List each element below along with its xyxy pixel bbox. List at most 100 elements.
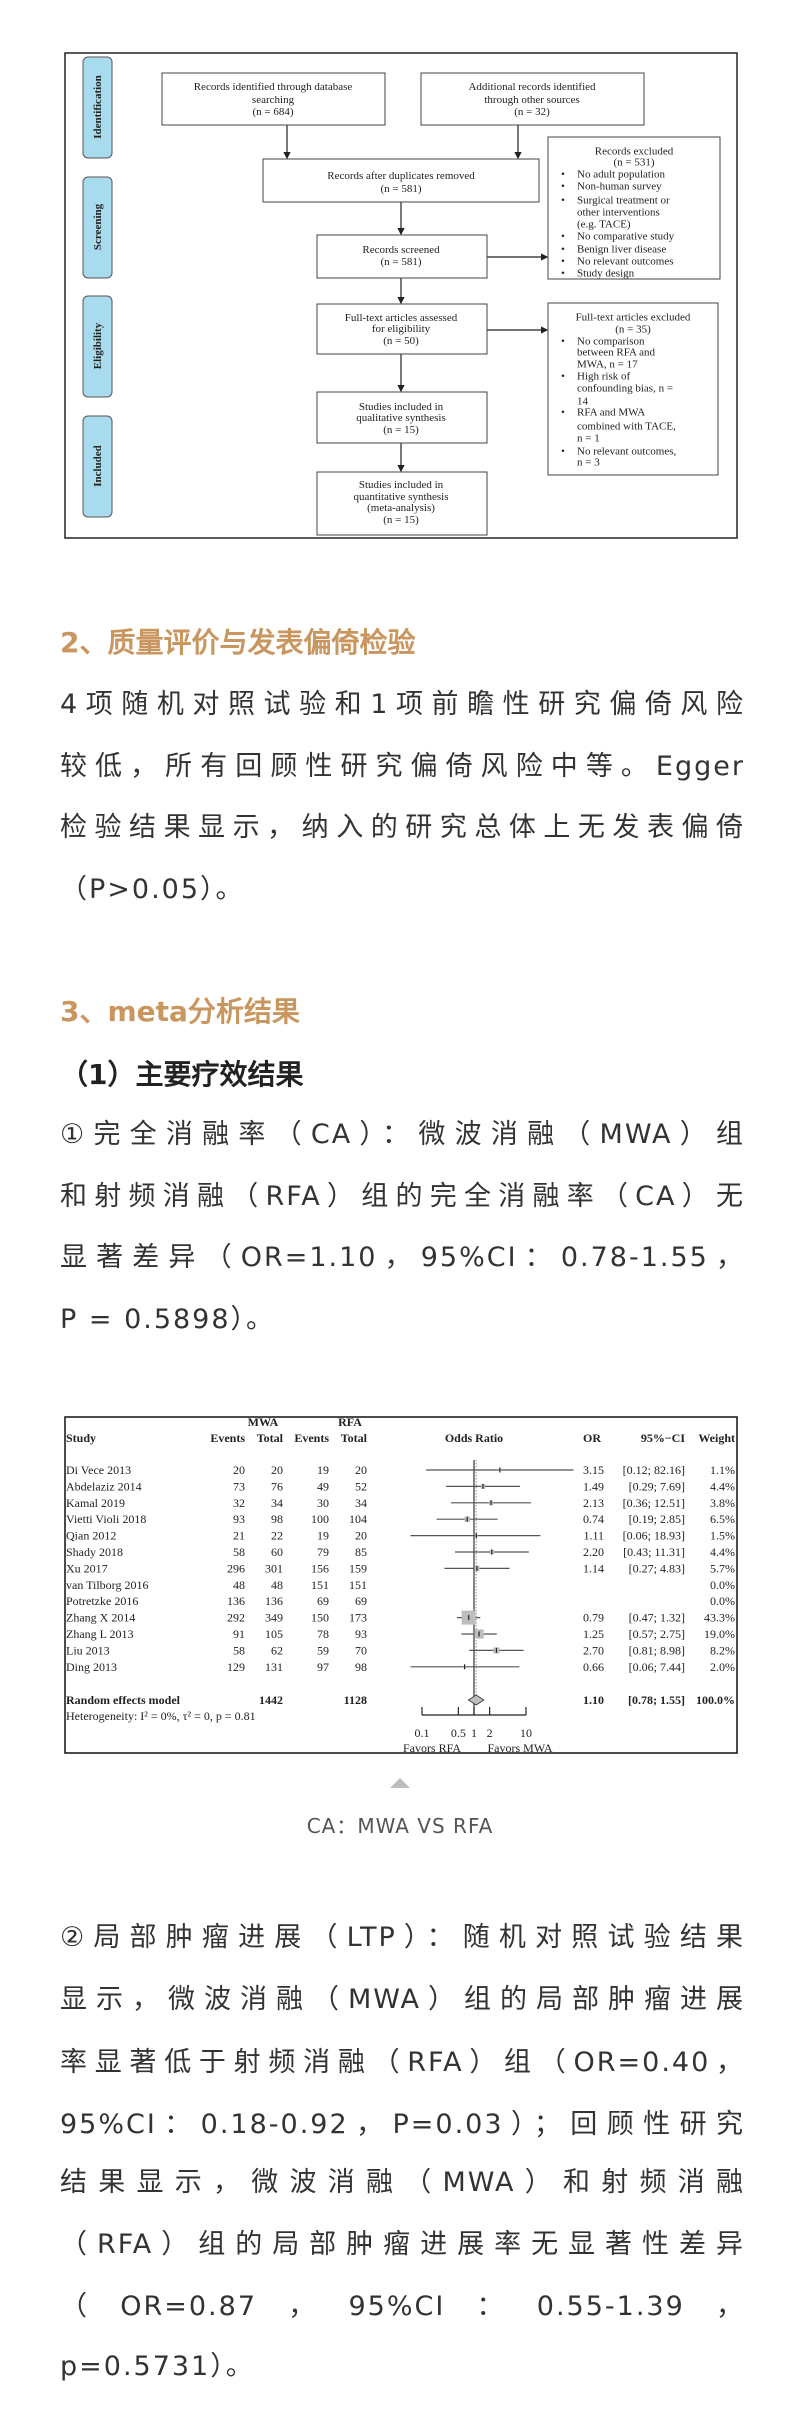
stage-label-included: Included [82, 415, 113, 518]
or-value: 2.13 [583, 1496, 604, 1510]
rfa-events: 151 [311, 1578, 329, 1592]
paragraph-line: P = 0.5898）。 [60, 1304, 276, 1335]
bullet-icon: • [561, 446, 565, 458]
exclusion-title: Records excluded [595, 146, 674, 158]
svg-text:Identification: Identification [92, 75, 104, 139]
column-header-events: Events [294, 1431, 329, 1445]
box-database-search: Records identified through database searc… [161, 72, 386, 126]
exclusion-reason: No relevant outcomes [577, 256, 674, 268]
heterogeneity-text: Heterogeneity: I² = 0%, τ² = 0, p = 0.81 [66, 1709, 256, 1723]
ci-value: [0.47; 1.32] [629, 1611, 685, 1625]
exclusion-reason: No comparative study [577, 231, 675, 243]
exclusion-reason: Study design [577, 268, 635, 280]
column-header-total: Total [341, 1431, 368, 1445]
bullet-icon: • [561, 371, 565, 383]
mwa-total: 62 [271, 1643, 283, 1657]
mwa-events: 48 [233, 1578, 245, 1592]
subheading-primary-outcome: （1）主要疗效结果 [60, 1058, 304, 1091]
mwa-total: 349 [265, 1611, 283, 1625]
prisma-flowchart: Identification Screening Eligibility Inc… [64, 52, 738, 539]
exclusion-reason: n = 1 [577, 433, 600, 445]
svg-text:Screening: Screening [92, 203, 104, 250]
weight-value: 19.0% [704, 1627, 735, 1641]
column-header-total: Total [257, 1431, 284, 1445]
mwa-events: 292 [227, 1611, 245, 1625]
column-header-study: Study [66, 1431, 96, 1445]
exclusion-reason: between RFA and [577, 347, 656, 359]
rfa-total: 151 [349, 1578, 367, 1592]
ci-value: [0.81; 8.98] [629, 1643, 685, 1657]
study-name: Zhang L 2013 [66, 1627, 134, 1641]
or-value: 0.74 [583, 1512, 604, 1526]
rfa-events: 100 [311, 1512, 329, 1526]
forest-plot: MWA RFA Study Events Total Events Total Odds Ra… [64, 1415, 738, 1755]
mwa-total: 301 [265, 1561, 283, 1575]
x-tick-label: 0.1 [415, 1726, 430, 1740]
or-value: 3.15 [583, 1463, 604, 1477]
study-name: Kamal 2019 [66, 1496, 125, 1510]
weight-value: 4.4% [710, 1479, 735, 1493]
exclusion-reason: Benign liver disease [577, 244, 666, 256]
exclusion-reason: (e.g. TACE) [577, 219, 631, 231]
ci-value: [0.27; 4.83] [629, 1561, 685, 1575]
box-records-excluded: Records excluded(n = 531) • No adult popul… [547, 136, 721, 280]
figure-caption: CA：MWA VS RFA [306, 1814, 494, 1838]
rfa-events: 156 [311, 1561, 329, 1575]
mwa-total: 105 [265, 1627, 283, 1641]
rfa-total: 69 [355, 1594, 367, 1608]
rfa-total: 20 [355, 1463, 367, 1477]
mwa-total: 98 [271, 1512, 283, 1526]
flow-arrows [283, 125, 549, 473]
x-tick-label: 0.5 [451, 1726, 466, 1740]
bullet-icon: • [561, 256, 565, 268]
bullet-icon: • [561, 336, 565, 348]
mwa-events: 32 [233, 1496, 245, 1510]
ci-value: [0.29; 7.69] [629, 1479, 685, 1493]
rfa-total: 98 [355, 1660, 367, 1674]
column-header-ci: 95%−CI [641, 1431, 686, 1445]
mwa-events: 136 [227, 1594, 245, 1608]
ci-value: [0.43; 11.31] [623, 1545, 685, 1559]
exclusion-reason: Surgical treatment or [577, 195, 670, 207]
rfa-total: 34 [355, 1496, 367, 1510]
box-records-screened: Records screened (n = 581) [316, 234, 488, 279]
section-heading-meta: 3、meta分析结果 [60, 995, 300, 1028]
rfa-events: 30 [317, 1496, 329, 1510]
or-value: 0.66 [583, 1660, 604, 1674]
column-header-weight: Weight [698, 1431, 735, 1445]
pooled-weight: 100.0% [696, 1693, 735, 1707]
paragraph-line: 率显著低于射频消融（RFA）组（OR=0.40， [60, 2047, 745, 2078]
study-name: van Tilborg 2016 [66, 1578, 148, 1592]
rfa-total: 70 [355, 1643, 367, 1657]
stage-label-eligibility: Eligibility [82, 295, 113, 398]
mwa-events: 93 [233, 1512, 245, 1526]
rfa-events: 19 [317, 1463, 329, 1477]
ci-value: [0.06; 18.93] [623, 1529, 685, 1543]
paragraph-line: 和射频消融（RFA）组的完全消融率（CA）无 [60, 1181, 745, 1212]
weight-value: 1.5% [710, 1529, 735, 1543]
ci-value: [0.12; 82.16] [623, 1463, 685, 1477]
paragraph-line: 4项随机对照试验和1项前瞻性研究偏倚风险 [60, 689, 745, 720]
bullet-icon: • [561, 169, 565, 181]
paragraph-line: 检验结果显示，纳入的研究总体上无发表偏倚 [60, 812, 745, 843]
rfa-events: 19 [317, 1529, 329, 1543]
exclusion-title: (n = 531) [613, 157, 654, 169]
rfa-total: 173 [349, 1611, 367, 1625]
or-value: 1.11 [583, 1529, 604, 1543]
mwa-total: 131 [265, 1660, 283, 1674]
rfa-total: 159 [349, 1561, 367, 1575]
column-header-or: OR [583, 1431, 601, 1445]
mwa-total: 136 [265, 1594, 283, 1608]
paragraph-line: 较低，所有回顾性研究偏倚风险中等。Egger [60, 751, 745, 782]
column-header-odds-ratio: Odds Ratio [445, 1431, 503, 1445]
rfa-events: 49 [317, 1479, 329, 1493]
svg-text:Records after duplicates remov: Records after duplicates removed (n = 581… [327, 170, 475, 195]
paragraph-line: ①完全消融率（CA）：微波消融（MWA）组 [60, 1119, 745, 1150]
paragraph-line: （P>0.05）。 [60, 874, 245, 905]
mwa-events: 20 [233, 1463, 245, 1477]
pooled-label: Random effects model [66, 1693, 181, 1707]
